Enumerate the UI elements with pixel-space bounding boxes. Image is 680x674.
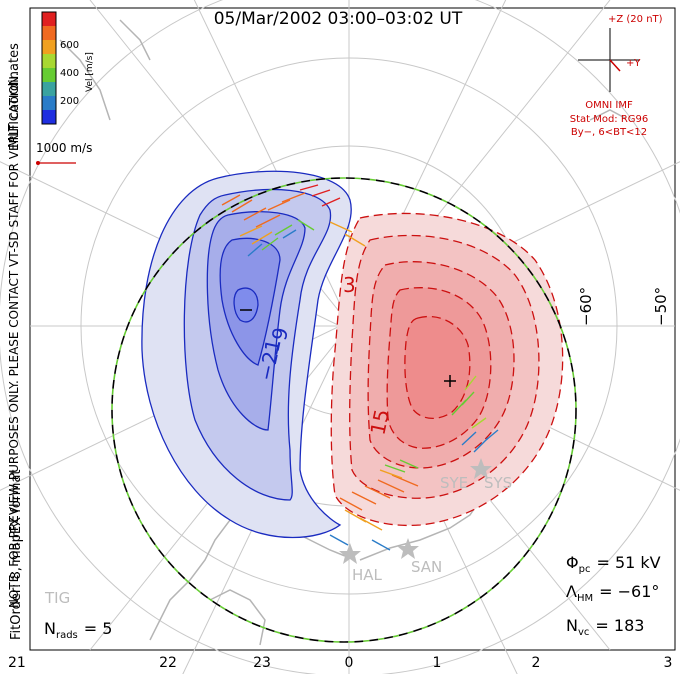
preview-note: NOTE: FOR PREVIEW PURPOSES ONLY. PLEASE … <box>7 72 21 608</box>
colorbar-swatch <box>42 96 56 110</box>
colorbar-swatch <box>42 110 56 124</box>
svg-text:ΛHM= −61°: ΛHM = −61° <box>566 582 659 604</box>
svg-text:Nrads= 5: Nrads = 5 <box>44 619 112 641</box>
colorbar-swatch <box>42 68 56 82</box>
mlt-tick-1: 1 <box>433 655 442 671</box>
map-title: 05/Mar/2002 03:00–03:02 UT <box>214 9 463 29</box>
radar-label-hal: HAL <box>352 566 383 584</box>
svg-text:Φpc= 51 kV: Φpc = 51 kV <box>566 553 661 575</box>
colorbar-label: Vel [m/s] <box>85 52 95 92</box>
fitorder-note: FitOrder: 8, mapEX format <box>9 469 24 640</box>
radar-label-san: SAN <box>411 558 442 576</box>
mlt-tick-0: 0 <box>345 655 354 671</box>
heppner-maynard-boundary-green <box>111 177 577 643</box>
mlt-tick-22: 22 <box>159 655 177 671</box>
stats-n-vc: Nvc = 183 <box>566 616 644 638</box>
mlt-axis: 21 22 23 0 1 2 3 <box>8 655 672 671</box>
mlt-tick-23: 23 <box>253 655 271 671</box>
heppner-maynard-boundary <box>111 177 577 643</box>
colorbar-swatch <box>42 12 56 26</box>
negative-cell <box>141 170 352 539</box>
colorbar-swatch <box>42 54 56 68</box>
colorbar-tick-200: 200 <box>60 96 79 107</box>
colorbar-tick-600: 600 <box>60 40 79 51</box>
colorbar-swatch <box>42 82 56 96</box>
svg-text:Nvc= 183: Nvc = 183 <box>566 616 644 638</box>
lat-label-50: −50° <box>652 287 670 326</box>
contour-label-3: 3 <box>343 273 356 297</box>
imf-y-label: +Y <box>626 58 641 69</box>
radar-label-sye: SYE <box>440 474 468 492</box>
potential-max-marker <box>444 375 456 387</box>
stats-phi-pc: Φpc = 51 kV <box>566 553 661 575</box>
colorbar-swatch <box>42 26 56 40</box>
imf-dial: +Z (20 nT) +Y OMNI IMF Stat Mod: RG96 By… <box>570 14 663 138</box>
stats-n-rads: Nrads = 5 <box>44 619 112 641</box>
positive-cell <box>330 212 564 527</box>
lat-label-60: −60° <box>577 287 595 326</box>
contour-label-15: 15 <box>365 407 394 437</box>
stats-lambda-hm: ΛHM = −61° <box>566 582 659 604</box>
radar-label-sys: SYS <box>484 474 512 492</box>
scale-vector-label: 1000 m/s <box>36 141 92 155</box>
coords-note: MLT coordinates <box>7 43 22 148</box>
mlt-tick-3: 3 <box>664 655 673 671</box>
radar-hal-icon <box>339 543 361 564</box>
imf-model: Stat Mod: RG96 <box>570 114 649 125</box>
imf-condition: By−, 6<BT<12 <box>571 127 647 138</box>
imf-z-label: +Z (20 nT) <box>608 14 663 25</box>
radar-sys-icon <box>470 458 492 479</box>
contour-label-minus-9: −9 <box>263 325 293 359</box>
radar-sites: HAL SAN SYE SYS TIG <box>44 458 512 607</box>
imf-source: OMNI IMF <box>585 100 633 111</box>
radar-label-tig: TIG <box>44 589 70 607</box>
imf-vector <box>609 59 621 72</box>
colorbar-tick-400: 400 <box>60 68 79 79</box>
mlt-tick-2: 2 <box>532 655 541 671</box>
radar-san-icon <box>397 538 419 559</box>
velocity-colorbar: 600 400 200 Vel [m/s] <box>41 11 95 125</box>
colorbar-swatch <box>42 40 56 54</box>
mlt-tick-21: 21 <box>8 655 26 671</box>
scale-vector: 1000 m/s <box>36 141 92 165</box>
velocity-vectors <box>221 184 499 551</box>
